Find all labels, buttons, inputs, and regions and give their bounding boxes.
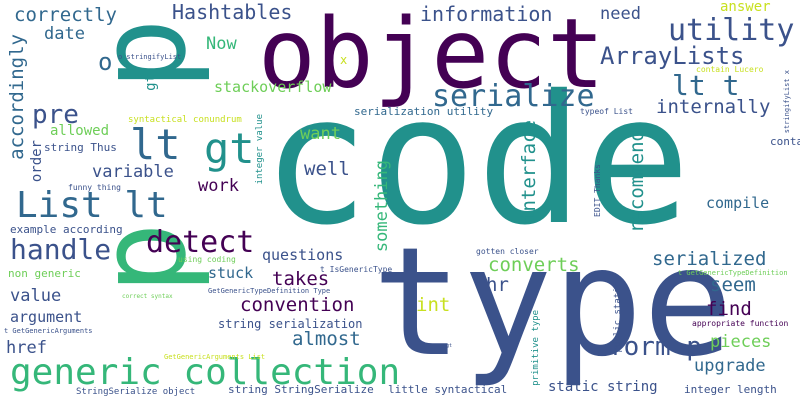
word-now: Now [206,34,237,54]
word-need: need [600,4,641,24]
word-edit-thanks: EDIT Thanks [593,164,602,217]
word-handle: handle [10,233,112,266]
word-convention: convention [240,294,355,316]
word-correctly: correctly [14,4,117,26]
word-stackoverflow: stackoverflow [214,78,332,96]
word-string-serialization: string serialization [218,317,363,331]
word-form-p: form p [608,332,702,362]
word-using-coding: using coding [178,255,236,264]
word-o: o [98,48,113,76]
word-work: work [198,176,239,196]
word-generic-collection: generic collection [10,352,401,393]
word-stuck: stuck [208,264,254,282]
word-syntactical-conundrum: syntactical conundrum [128,115,242,125]
word-object: object [258,0,605,110]
word-stringifylist-x: stringifyList x [783,70,791,134]
word-recommend: recommend [626,130,648,233]
word-getgenerictypedefinition-type: GetGenericTypeDefinition Type [208,287,331,295]
word-compile: compile [706,194,770,212]
word-gt: gt [204,124,255,173]
word-answer: answer [720,0,771,15]
word-value: value [10,286,62,306]
word-getgenericarguments-list: GetGenericArguments List [164,353,266,361]
word-gt-rotated: gt [143,74,159,91]
word-gotten-closer: gotten closer [476,247,539,256]
word-string-stringserialize: string StringSerialize [228,383,374,396]
word-typeof-list: typeof List [580,107,633,116]
word-takes: takes [272,268,330,290]
word-stringserialize-object: StringSerialize object [76,387,196,397]
word-internally: internally [656,96,771,118]
word-argument: argument [10,308,83,326]
word-integer-value: integer value [255,114,265,185]
word-contain-lucero: contain Lucero [696,65,764,74]
word-static-string: static string [548,379,658,395]
word-well: well [304,158,350,180]
word-variable: variable [92,162,174,182]
word-utility: utility [668,13,795,48]
word-href: href [6,338,47,358]
word-almost: almost [292,328,361,350]
word-interface: interface [518,120,540,223]
word-integer-length: integer length [684,383,777,396]
word-lt: lt [130,120,181,169]
word-seem: seem [710,274,756,296]
word-hr: hr [486,274,509,296]
word-string-thus: string Thus [44,141,117,154]
word-pieces: pieces [710,332,772,352]
word-serialize: serialize [432,79,595,114]
word-type: type [372,216,734,390]
word-funny-thing: funny thing [68,183,121,192]
word-date: date [44,24,85,44]
word-list-lt: List lt [16,185,168,226]
word-serialized: serialized [652,248,767,270]
word-upgrade: upgrade [694,356,766,376]
word-primitive-type: primitive type [531,310,541,386]
word-find: find [706,298,752,320]
word-t-getgenerictypedefinition: t GetGenericTypeDefinition [678,269,788,277]
word-want: want [300,124,341,144]
word-allowed: allowed [50,123,110,139]
word-o-stringifylist: o stringifyList [118,53,182,61]
word-detect: detect [146,225,255,260]
word-pre: pre [32,100,79,130]
word-appropriate-function: appropriate function [692,319,789,328]
word-t-getgenericarguments: t GetGenericArguments [4,327,93,335]
word-lt-t: lt t [672,69,740,102]
word-int: int [416,294,451,316]
word-converts: converts [488,254,580,276]
word-order: order [29,140,45,183]
word-hashtables: Hashtables [172,0,293,24]
word-t-isgenerictype: t IsGenericType [320,265,393,274]
word-code: code [262,57,691,264]
word-information: information [420,2,553,26]
word-gt-tiny: gt [446,343,453,349]
word-questions: questions [262,246,344,264]
word-little-syntactical: little syntactical [388,383,508,396]
word-correct-syntax: correct syntax [122,293,173,300]
word-something: something [372,160,392,253]
word-serialization-utility: serialization utility [354,105,494,118]
word-public-static: public static [613,282,623,353]
word-arraylists: ArrayLists [600,42,745,70]
word-non-generic: non generic [8,267,81,280]
word-contain: contain [770,135,800,148]
word-example-according: example according [10,223,123,236]
word-accordingly: accordingly [6,34,28,160]
word-x: x [340,53,348,67]
